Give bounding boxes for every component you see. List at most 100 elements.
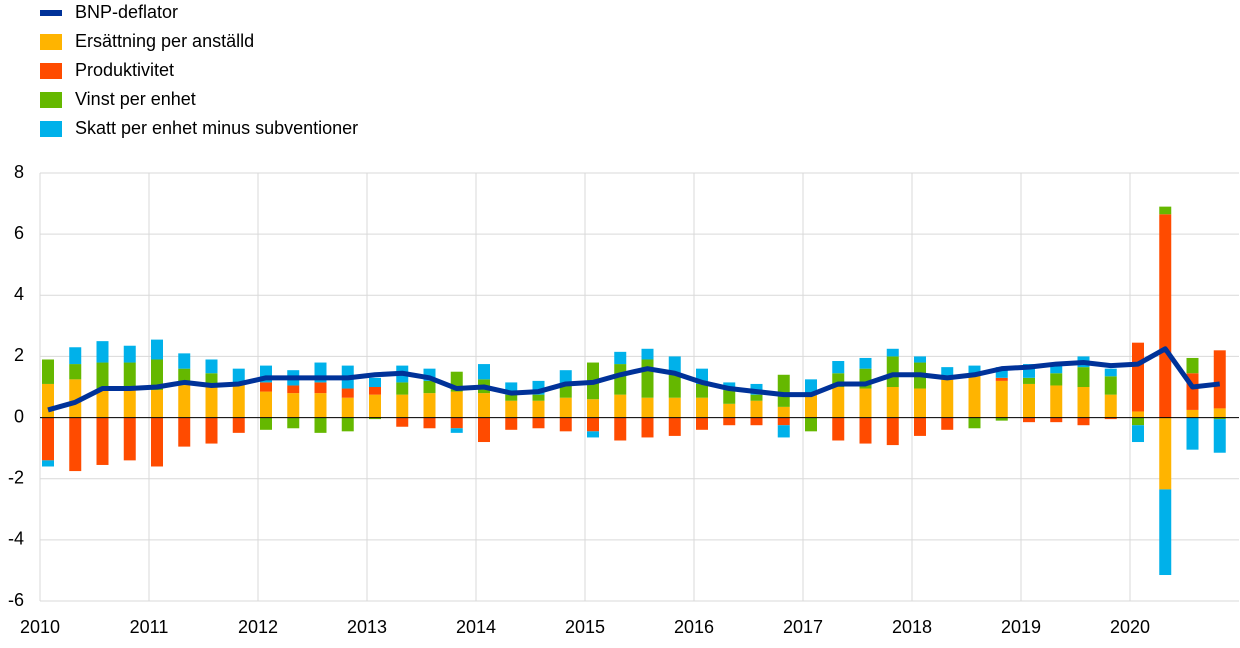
legend-label: Skatt per enhet minus subventioner xyxy=(75,118,358,138)
bar-segment xyxy=(123,362,136,391)
y-tick-label: 2 xyxy=(14,345,24,365)
x-tick-label: 2015 xyxy=(565,617,605,637)
bar-segment xyxy=(1104,376,1117,395)
bar-segment xyxy=(178,368,191,384)
bar-segment xyxy=(96,390,109,418)
bar-segment xyxy=(914,356,926,363)
x-tick-label: 2010 xyxy=(20,617,60,637)
bar-segment xyxy=(42,417,54,461)
bar-segment xyxy=(1132,342,1144,412)
bar-segment xyxy=(995,380,1008,418)
bar-segment xyxy=(123,417,136,461)
bar-segment xyxy=(423,393,436,418)
legend-label: Produktivitet xyxy=(75,60,174,80)
bar-segment xyxy=(287,417,300,429)
bar-segment xyxy=(614,417,627,441)
bar-segment xyxy=(1132,425,1144,443)
bar-segment xyxy=(1050,364,1063,374)
bar-segment xyxy=(805,393,817,418)
bar-segment xyxy=(369,387,381,395)
bar-segment xyxy=(96,341,109,363)
legend-swatch xyxy=(40,63,62,79)
bar-segment xyxy=(1050,373,1063,386)
legend-label: Vinst per enhet xyxy=(75,89,196,109)
bar-segment xyxy=(614,394,627,418)
bar-segment xyxy=(777,425,790,438)
bar-segment xyxy=(369,417,381,420)
bar-segment xyxy=(941,417,954,430)
bar-segment xyxy=(396,394,409,418)
bar-segment xyxy=(396,382,409,395)
bar-segment xyxy=(287,385,300,394)
bar-segment xyxy=(505,417,518,430)
bar-segment xyxy=(614,364,627,395)
bar-segment xyxy=(478,393,490,418)
legend-swatch xyxy=(40,92,62,108)
bar-segment xyxy=(260,391,272,418)
bar-segment xyxy=(260,417,272,430)
bar-segment xyxy=(886,356,899,387)
bar-segment xyxy=(941,367,954,377)
legend-swatch xyxy=(40,34,62,50)
bar-segment xyxy=(1023,417,1035,423)
bar-segment xyxy=(1132,411,1144,418)
bar-segment xyxy=(123,345,136,363)
bar-segment xyxy=(1023,377,1035,384)
bar-segment xyxy=(559,417,572,432)
bar-segment xyxy=(69,379,82,418)
bar-segment xyxy=(450,391,463,418)
bar-segment xyxy=(1159,214,1172,418)
bar-segment xyxy=(123,390,136,418)
bar-segment xyxy=(341,388,354,398)
bar-segment xyxy=(886,348,899,357)
bar-segment xyxy=(832,387,845,418)
bar-segment xyxy=(478,417,490,443)
bar-segment xyxy=(750,417,763,426)
x-tick-label: 2020 xyxy=(1110,617,1150,637)
bar-segment xyxy=(886,387,899,418)
bar-segment xyxy=(1050,385,1063,418)
bar-segment xyxy=(1159,417,1172,490)
bar-segment xyxy=(587,431,599,438)
bar-segment xyxy=(587,399,599,418)
bar-segment xyxy=(205,359,218,374)
bar-segment xyxy=(151,390,163,418)
x-tick-label: 2014 xyxy=(456,617,496,637)
bar-segment xyxy=(205,417,218,444)
bar-segment xyxy=(232,368,245,383)
bar-segment xyxy=(69,417,82,472)
y-tick-label: 6 xyxy=(14,223,24,243)
bar-segment xyxy=(886,417,899,446)
bar-segment xyxy=(1104,394,1117,418)
bar-segment xyxy=(559,397,572,418)
legend-label: BNP-deflator xyxy=(75,2,178,22)
bar-segment xyxy=(1186,409,1199,418)
bar-segment xyxy=(723,403,736,418)
bar-segment xyxy=(723,417,736,426)
bar-segment xyxy=(832,361,845,374)
bar-segment xyxy=(777,406,790,418)
bar-segment xyxy=(750,400,763,418)
y-tick-label: 4 xyxy=(14,284,24,304)
bar-segment xyxy=(1213,350,1226,409)
bar-segment xyxy=(995,377,1008,381)
bar-segment xyxy=(450,428,463,433)
bar-segment xyxy=(341,397,354,418)
legend-swatch xyxy=(40,10,62,16)
bar-segment xyxy=(723,390,736,404)
bar-segment xyxy=(42,383,54,418)
bar-segment xyxy=(369,377,381,387)
bar-segment xyxy=(777,374,790,407)
bar-segment xyxy=(232,417,245,433)
bar-segment xyxy=(777,417,790,426)
bar-segment xyxy=(260,382,272,392)
bar-segment xyxy=(914,417,926,436)
bar-segment xyxy=(532,394,545,401)
bar-segment xyxy=(968,417,981,429)
bar-segment xyxy=(1213,417,1226,420)
bar-segment xyxy=(559,385,572,398)
bar-segment xyxy=(805,379,817,394)
bar-segment xyxy=(314,382,327,394)
bar-segment xyxy=(532,400,545,418)
